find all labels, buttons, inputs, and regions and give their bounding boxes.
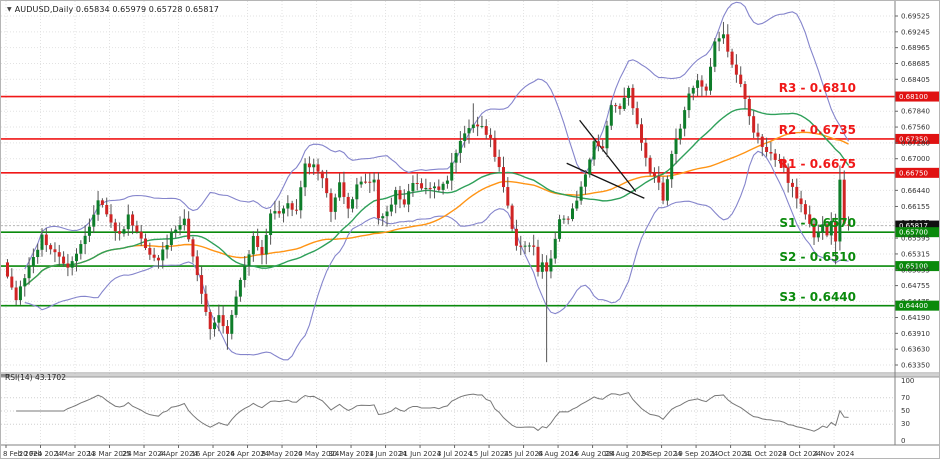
price-axis-labels: 0.69525 0.69245 0.68965 0.68685 0.68405 0.681… (895, 13, 939, 445)
svg-text:16 Apr 2024: 16 Apr 2024 (191, 450, 235, 458)
price-tag-0.67350 (895, 133, 939, 144)
price-tag-0.65817 (895, 220, 939, 231)
price-tag-0.64400 (895, 300, 939, 311)
svg-text:23 Oct 2024: 23 Oct 2024 (778, 450, 822, 458)
svg-text:3 Jul 2024: 3 Jul 2024 (437, 450, 473, 458)
svg-text:0.65100: 0.65100 (899, 263, 928, 271)
svg-text:0.66155: 0.66155 (901, 203, 930, 211)
rsi-pane[interactable] (1, 392, 895, 432)
svg-text:0.66750: 0.66750 (899, 169, 928, 177)
svg-text:0.67350: 0.67350 (899, 135, 928, 143)
svg-text:0.63350: 0.63350 (901, 362, 930, 370)
svg-text:1 Oct 2024: 1 Oct 2024 (711, 450, 750, 458)
price-tag-0.68100 (895, 91, 939, 102)
level-label-s2[interactable]: S2 - 0.6510 (779, 250, 856, 265)
svg-text:15 Jul 2024: 15 Jul 2024 (469, 450, 509, 458)
svg-text:21 Jun 2024: 21 Jun 2024 (399, 450, 442, 458)
svg-text:0.66440: 0.66440 (901, 187, 930, 195)
level-label-r1[interactable]: R1 - 0.6675 (778, 156, 856, 171)
svg-text:4 Nov 2024: 4 Nov 2024 (814, 450, 855, 458)
slow-ma-line[interactable] (24, 131, 849, 287)
rsi-axis-label-30: 30 (901, 420, 910, 428)
grid-lines (1, 1, 895, 445)
svg-text:1 Mar 2024: 1 Mar 2024 (55, 450, 95, 458)
rsi-indicator-label: RSI(14) 43.1702 (5, 373, 66, 382)
svg-text:8 Feb 2024: 8 Feb 2024 (3, 450, 43, 458)
level-label-r3[interactable]: R3 - 0.6810 (778, 80, 856, 95)
svg-text:0.69525: 0.69525 (901, 13, 930, 21)
svg-text:26 Apr 2024: 26 Apr 2024 (226, 450, 270, 458)
svg-text:0.63910: 0.63910 (901, 330, 930, 338)
trendline-1[interactable] (579, 119, 637, 192)
svg-text:16 Aug 2024: 16 Aug 2024 (570, 450, 615, 458)
svg-text:13 Mar 2024: 13 Mar 2024 (87, 450, 132, 458)
svg-text:0.68405: 0.68405 (901, 76, 930, 84)
svg-text:25 Mar 2024: 25 Mar 2024 (122, 450, 167, 458)
sr-level-lines[interactable] (1, 95, 895, 307)
svg-text:0.64190: 0.64190 (901, 314, 930, 322)
rsi-axis-label-50: 50 (901, 407, 910, 415)
svg-text:0.67840: 0.67840 (901, 108, 930, 116)
symbol-dropdown-icon[interactable]: ▼ (7, 6, 12, 13)
svg-text:11 Jun 2024: 11 Jun 2024 (364, 450, 407, 458)
svg-text:20 Feb 2024: 20 Feb 2024 (19, 450, 63, 458)
level-label-r2[interactable]: R2 - 0.6735 (778, 122, 856, 137)
svg-text:0.65035: 0.65035 (901, 266, 930, 274)
price-tag-0.65700 (895, 227, 939, 238)
rsi-axis-label-0: 0 (901, 437, 905, 445)
svg-text:6 Aug 2024: 6 Aug 2024 (538, 450, 579, 458)
svg-text:20 May 2024: 20 May 2024 (294, 450, 340, 458)
svg-text:9 Sep 2024: 9 Sep 2024 (642, 450, 682, 458)
svg-text:0.68965: 0.68965 (901, 44, 930, 52)
bollinger-upper-band[interactable] (24, 1, 850, 270)
rsi-axis-label-100: 100 (901, 377, 914, 385)
svg-text:0.63630: 0.63630 (901, 346, 930, 354)
price-tag-0.66750 (895, 167, 939, 178)
svg-text:25 Jul 2024: 25 Jul 2024 (504, 450, 544, 458)
svg-text:0.68100: 0.68100 (899, 93, 928, 101)
svg-text:19 Sep 2024: 19 Sep 2024 (674, 450, 719, 458)
level-label-s3[interactable]: S3 - 0.6440 (779, 289, 856, 304)
svg-text:11 Oct 2024: 11 Oct 2024 (743, 450, 787, 458)
svg-text:0.69245: 0.69245 (901, 28, 930, 36)
rsi-axis-label-70: 70 (901, 394, 910, 402)
svg-text:4 Apr 2024: 4 Apr 2024 (159, 450, 198, 458)
svg-text:0.65595: 0.65595 (901, 235, 930, 243)
svg-text:0.64400: 0.64400 (899, 302, 928, 310)
svg-text:0.65315: 0.65315 (901, 250, 930, 258)
fast-ma-line[interactable] (24, 108, 850, 287)
symbol-title: ▼ AUDUSD,Daily 0.65834 0.65979 0.65728 0.… (7, 5, 219, 14)
price-tag-0.65100 (895, 261, 939, 272)
main-pane[interactable] (1, 1, 895, 363)
trendline-2[interactable] (566, 162, 645, 199)
svg-text:0.68685: 0.68685 (901, 60, 930, 68)
svg-text:0.67560: 0.67560 (901, 124, 930, 132)
level-label-s1[interactable]: S1 - 0.6570 (779, 216, 856, 231)
svg-text:0.65700: 0.65700 (899, 229, 928, 237)
rsi-line (16, 392, 849, 432)
svg-text:28 Aug 2024: 28 Aug 2024 (605, 450, 650, 458)
svg-text:30 May 2024: 30 May 2024 (328, 450, 374, 458)
bollinger-lower-band[interactable] (24, 150, 849, 361)
svg-text:0.67280: 0.67280 (901, 139, 930, 147)
pane-splitter[interactable] (1, 374, 940, 377)
svg-text:0.67000: 0.67000 (901, 155, 930, 163)
svg-text:0.64755: 0.64755 (901, 282, 930, 290)
svg-text:8 May 2024: 8 May 2024 (261, 450, 303, 458)
svg-text:0.65817: 0.65817 (899, 222, 928, 230)
candlesticks[interactable] (6, 21, 851, 363)
symbol-ohlc-label: AUDUSD,Daily 0.65834 0.65979 0.65728 0.6… (14, 5, 219, 14)
